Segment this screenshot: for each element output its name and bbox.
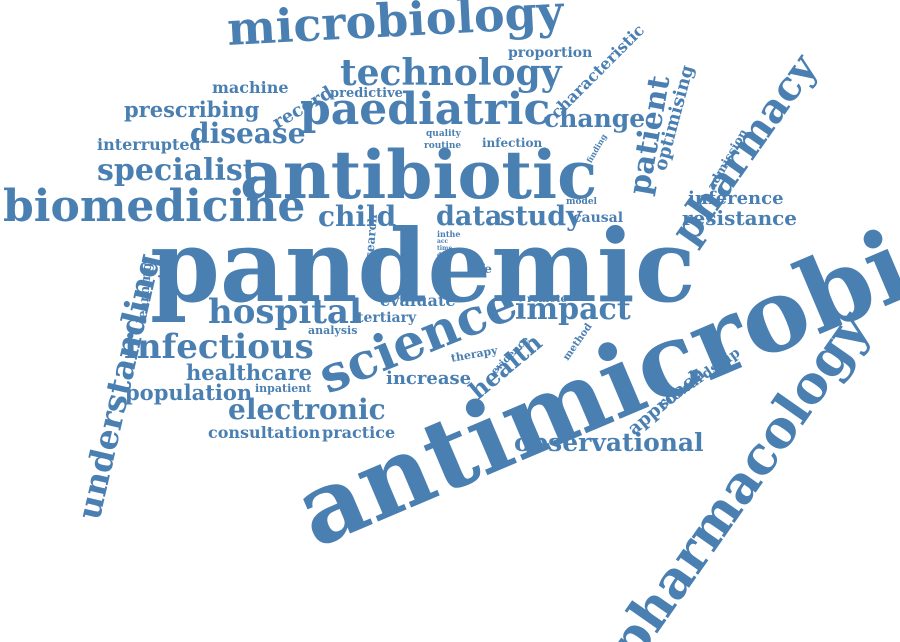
- word-pandemic: pandemic: [150, 207, 696, 325]
- word-electronic: electronic: [228, 393, 386, 426]
- word-practice: practice: [322, 423, 396, 442]
- word-technology: technology: [340, 52, 562, 94]
- word-machine: machine: [212, 78, 289, 97]
- word-proportion: proportion: [508, 45, 593, 61]
- word-day: day: [437, 252, 449, 259]
- word-data: data: [436, 201, 503, 232]
- word-quality: quality: [426, 129, 461, 139]
- word-paediatric: paediatric: [300, 84, 551, 135]
- word-interrupted: interrupted: [97, 135, 201, 154]
- word-study: study: [500, 201, 582, 232]
- word-acc: acc: [437, 238, 449, 245]
- word-prescribing: prescribing: [124, 97, 260, 122]
- word-analysis: analysis: [308, 324, 358, 337]
- word-child: child: [318, 200, 397, 233]
- word-consultation: consultation: [208, 423, 321, 442]
- word-inthe: inthe: [437, 229, 461, 239]
- word-causal: causal: [573, 210, 624, 226]
- word-antibiotic: antibiotic: [240, 136, 598, 214]
- word-inference: inference: [688, 188, 784, 209]
- word-disease: disease: [190, 117, 306, 150]
- word-remote: remote: [527, 294, 567, 305]
- word-biomedicine: biomedicine: [3, 181, 306, 232]
- word-specialist: specialist: [97, 153, 257, 188]
- word-observational: observational: [514, 428, 704, 457]
- word-model: model: [566, 197, 597, 207]
- word-change: change: [544, 104, 646, 133]
- word-life: life: [470, 262, 492, 276]
- word-hospital: hospital: [208, 292, 362, 332]
- word-healthcare: healthcare: [186, 360, 312, 385]
- word-routine: routine: [424, 141, 462, 151]
- word-infectious: infectious: [124, 327, 314, 367]
- word-impact: impact: [515, 292, 631, 327]
- word-predictive: predictive: [330, 86, 403, 101]
- word-inpatient: inpatient: [255, 382, 312, 395]
- word-tertiary: tertiary: [357, 310, 417, 326]
- word-infection: infection: [482, 136, 543, 150]
- word-increase: increase: [386, 368, 472, 389]
- word-population: population: [125, 380, 253, 405]
- word-time: time: [437, 245, 453, 252]
- word-resistance: resistance: [682, 206, 798, 230]
- word-evaluate: evaluate: [380, 291, 456, 310]
